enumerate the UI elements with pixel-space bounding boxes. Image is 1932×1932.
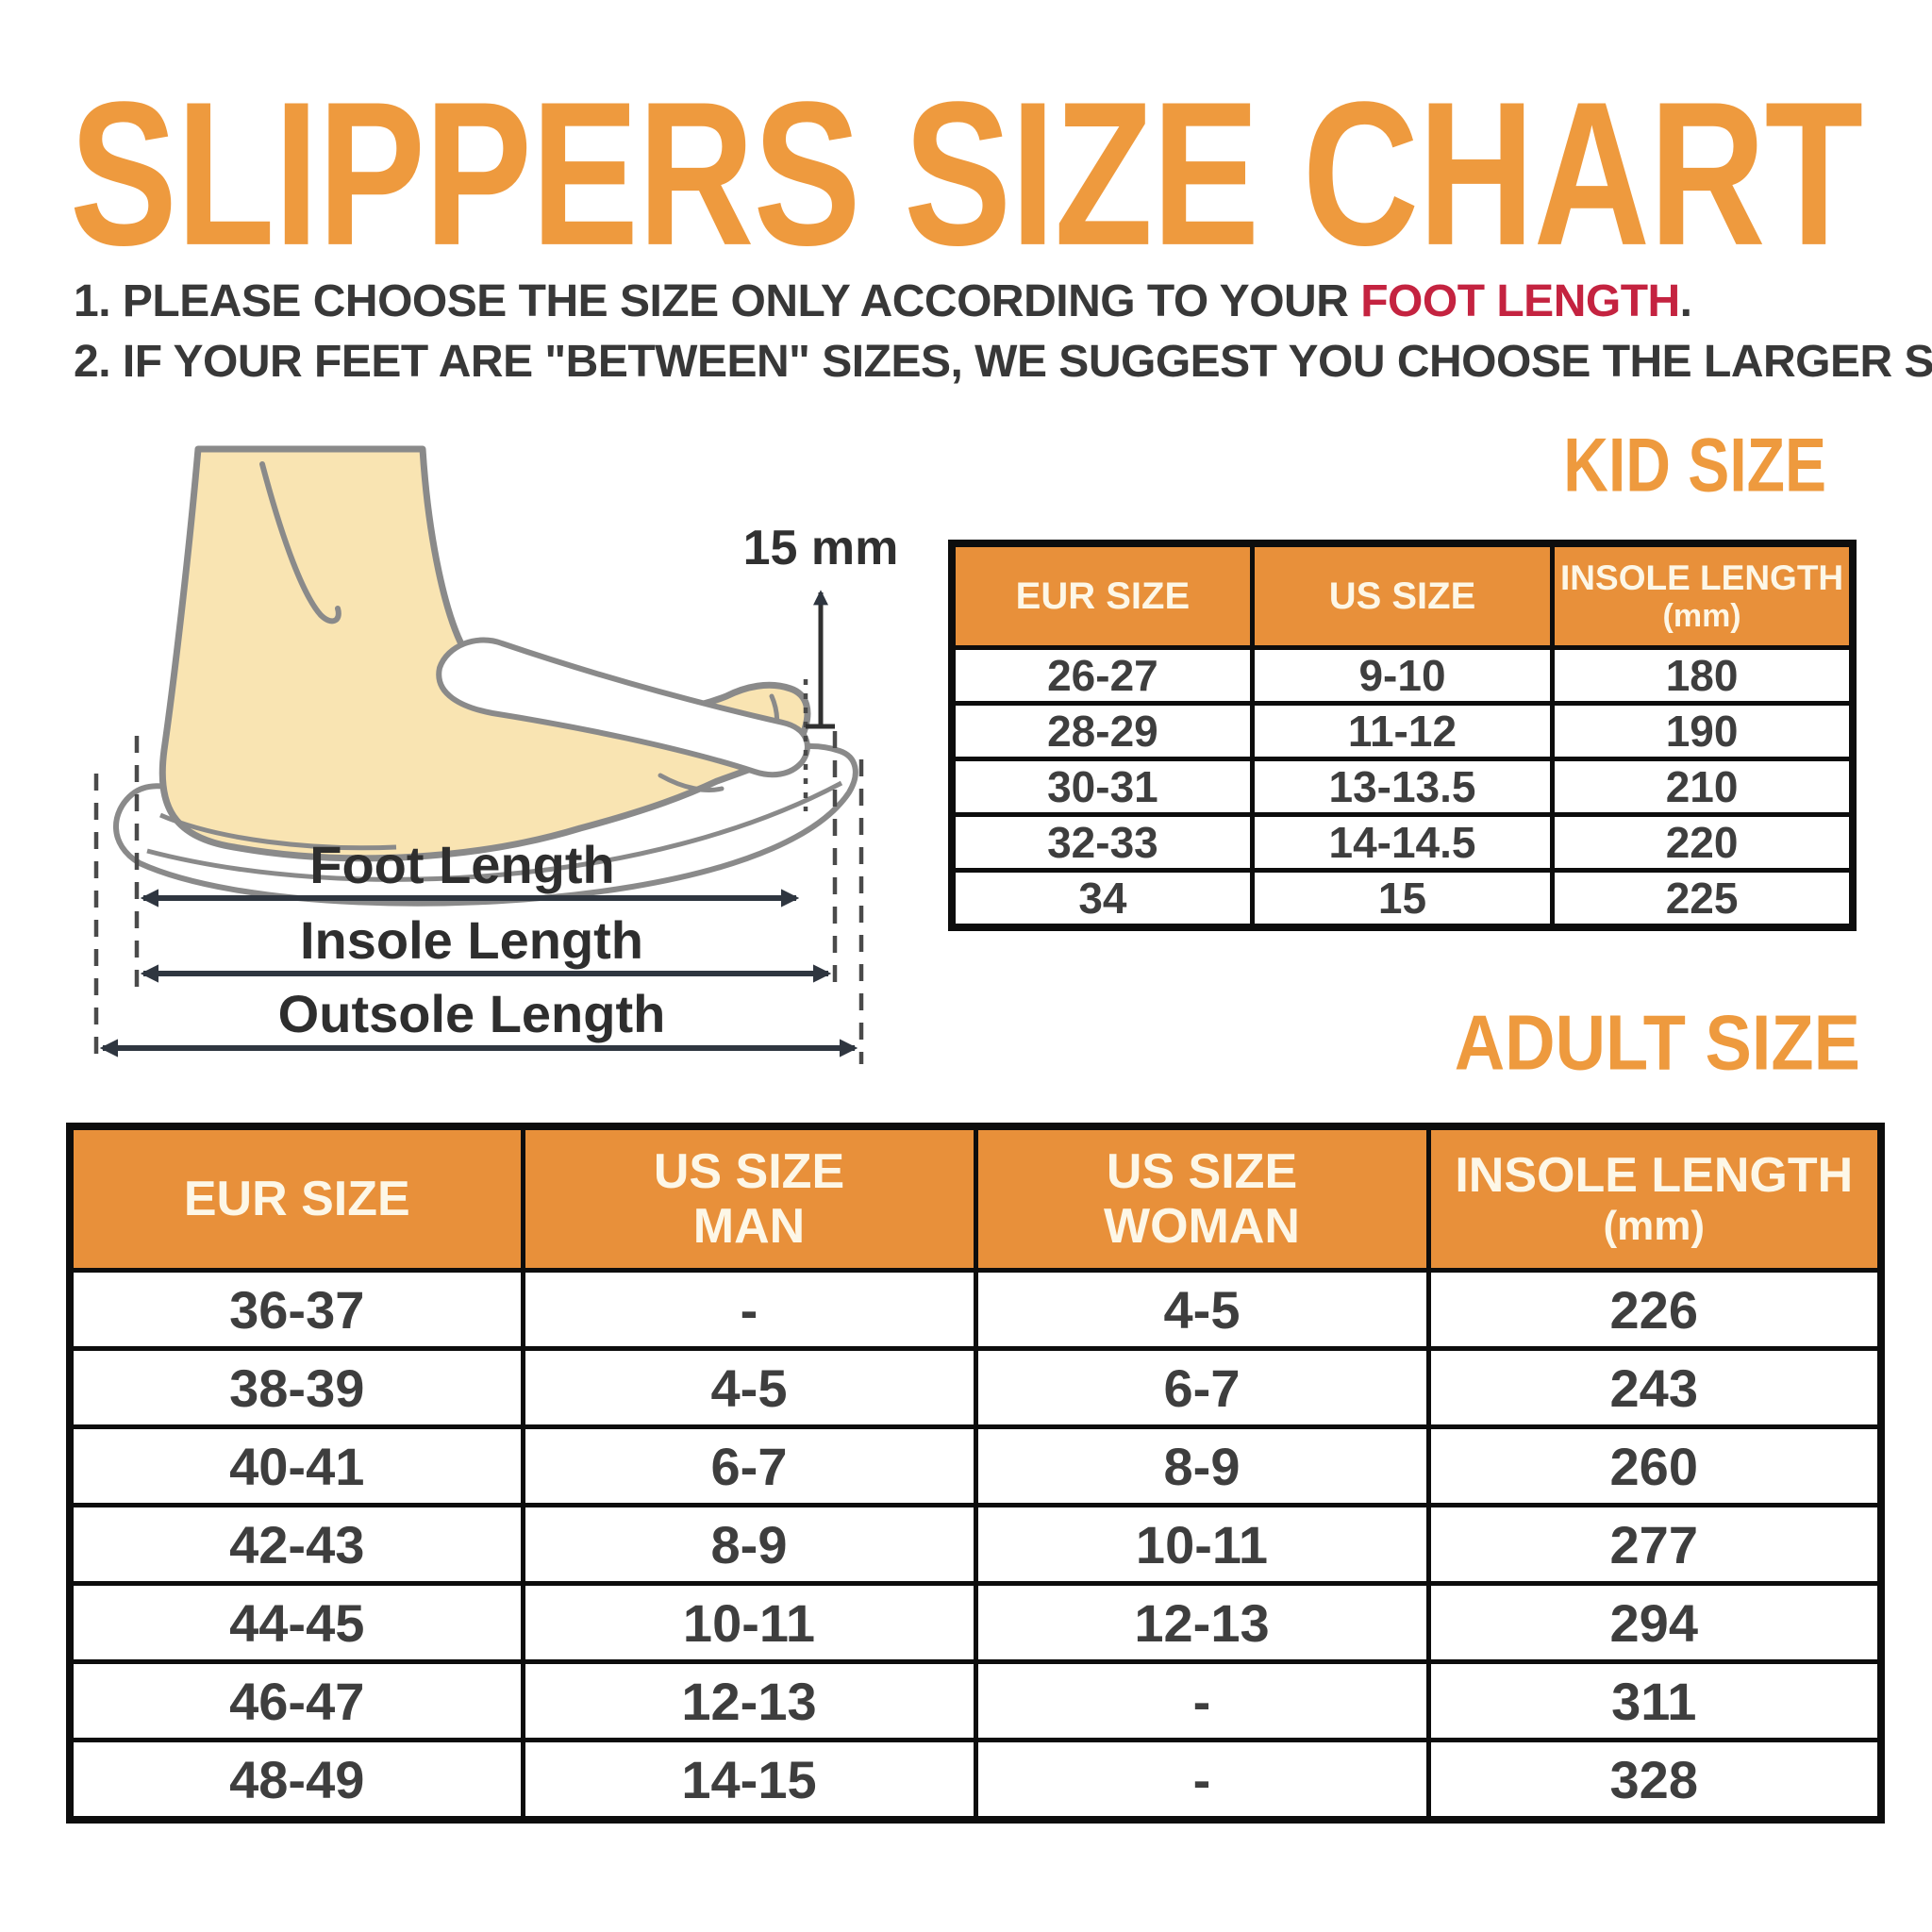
adult-col-us-woman-line2: WOMAN [1104,1199,1300,1254]
adult-col-us-size-man: US SIZE MAN [520,1124,978,1273]
adult-col-us-man-line1: US SIZE [653,1144,845,1199]
kid-col-us-size: US SIZE [1249,541,1556,650]
adult-size-heading: ADULT SIZE [1454,998,1860,1087]
kid-cell: 210 [1550,757,1856,817]
adult-cell: 8-9 [973,1424,1431,1507]
foot-length-highlight: FOOT LENGTH [1360,276,1680,326]
outsole-length-label: Outsole Length [278,984,666,1043]
adult-cell: 48-49 [67,1738,525,1823]
adult-col-us-man-line2: MAN [692,1199,806,1254]
dimension-arrows: Foot Length Insole Length Outsole Length [99,835,858,1058]
adult-cell: 226 [1425,1268,1884,1351]
adult-col-us-size-woman: US SIZE WOMAN [973,1124,1431,1273]
adult-cell: 14-15 [520,1738,978,1823]
instruction-line-1: 1. PLEASE CHOOSE THE SIZE ONLY ACCORDING… [74,272,1904,332]
adult-cell: 36-37 [67,1268,525,1351]
kid-cell: 34 [949,868,1255,930]
adult-cell: 260 [1425,1424,1884,1507]
adult-cell: 42-43 [67,1503,525,1586]
dimension-guides [93,731,864,1064]
kid-cell: 190 [1550,701,1856,761]
adult-cell: 328 [1425,1738,1884,1823]
kid-size-table: EUR SIZE US SIZE INSOLE LENGTH (mm) 26-2… [948,540,1857,931]
table-row: 48-49 14-15 - 328 [67,1738,1884,1823]
kid-cell: 15 [1249,868,1556,930]
adult-cell: 10-11 [520,1581,978,1664]
foot-measurement-diagram: 15 mm Foot Length Insole Length Outsole … [93,445,899,1064]
kid-cell: 225 [1550,868,1856,930]
kid-cell: 28-29 [949,701,1255,761]
slipper-strap-shape [436,637,810,778]
adult-col-eur-size: EUR SIZE [67,1124,525,1273]
adult-cell: 8-9 [520,1503,978,1586]
adult-cell: 44-45 [67,1581,525,1664]
adult-cell: 243 [1425,1346,1884,1429]
adult-cell: 12-13 [520,1659,978,1742]
adult-cell: - [973,1659,1431,1742]
insole-length-label: Insole Length [300,910,643,970]
kid-col-eur-size: EUR SIZE [949,541,1255,650]
kid-size-heading: KID SIZE [1563,422,1826,508]
table-row: 44-45 10-11 12-13 294 [67,1581,1884,1664]
kid-cell: 13-13.5 [1249,757,1556,817]
table-row: 42-43 8-9 10-11 277 [67,1503,1884,1586]
kid-cell: 26-27 [949,645,1255,706]
instructions: 1. PLEASE CHOOSE THE SIZE ONLY ACCORDING… [74,272,1932,392]
adult-cell: - [520,1268,978,1351]
kid-cell: 9-10 [1249,645,1556,706]
adult-cell: 38-39 [67,1346,525,1429]
adult-cell: - [973,1738,1431,1823]
instruction-1-text: 1. PLEASE CHOOSE THE SIZE ONLY ACCORDING… [74,276,1361,326]
adult-cell: 277 [1425,1503,1884,1586]
table-row: 26-27 9-10 180 [949,645,1856,706]
adult-col-insole-length: INSOLE LENGTH (mm) [1425,1124,1884,1273]
kid-cell: 11-12 [1249,701,1556,761]
adult-cell: 311 [1425,1659,1884,1742]
kid-cell: 30-31 [949,757,1255,817]
adult-cell: 294 [1425,1581,1884,1664]
foot-length-label: Foot Length [309,835,614,894]
instruction-1-period: . [1679,276,1692,326]
kid-col-insole-unit: (mm) [1662,598,1741,634]
adult-cell: 12-13 [973,1581,1431,1664]
toe-gap-indicator: 15 mm [743,521,899,811]
kid-cell: 14-14.5 [1249,812,1556,873]
gap-15mm-label: 15 mm [743,521,899,575]
adult-col-insole-unit: (mm) [1603,1203,1706,1249]
adult-cell: 6-7 [973,1346,1431,1429]
kid-header-row: EUR SIZE US SIZE INSOLE LENGTH (mm) [949,541,1856,650]
kid-cell: 32-33 [949,812,1255,873]
page-title: SLIPPERS SIZE CHART [69,59,1863,289]
table-row: 30-31 13-13.5 210 [949,757,1856,817]
adult-cell: 40-41 [67,1424,525,1507]
kid-cell: 220 [1550,812,1856,873]
table-row: 34 15 225 [949,868,1856,930]
adult-cell: 4-5 [973,1268,1431,1351]
kid-cell: 180 [1550,645,1856,706]
table-row: 28-29 11-12 190 [949,701,1856,761]
table-row: 38-39 4-5 6-7 243 [67,1346,1884,1429]
adult-col-us-woman-line1: US SIZE [1106,1144,1298,1199]
adult-header-row: EUR SIZE US SIZE MAN US SIZE WOMAN INSOL… [67,1124,1884,1273]
table-row: 40-41 6-7 8-9 260 [67,1424,1884,1507]
table-row: 32-33 14-14.5 220 [949,812,1856,873]
adult-cell: 6-7 [520,1424,978,1507]
kid-col-insole-line1: INSOLE LENGTH [1560,558,1844,597]
adult-col-insole-line1: INSOLE LENGTH [1455,1148,1854,1203]
table-row: 46-47 12-13 - 311 [67,1659,1884,1742]
adult-size-table: EUR SIZE US SIZE MAN US SIZE WOMAN INSOL… [66,1123,1885,1824]
kid-col-insole-length: INSOLE LENGTH (mm) [1550,541,1856,650]
adult-cell: 10-11 [973,1503,1431,1586]
adult-cell: 4-5 [520,1346,978,1429]
instruction-line-2: 2. IF YOUR FEET ARE "BETWEEN" SIZES, WE … [74,337,1932,387]
adult-cell: 46-47 [67,1659,525,1742]
table-row: 36-37 - 4-5 226 [67,1268,1884,1351]
